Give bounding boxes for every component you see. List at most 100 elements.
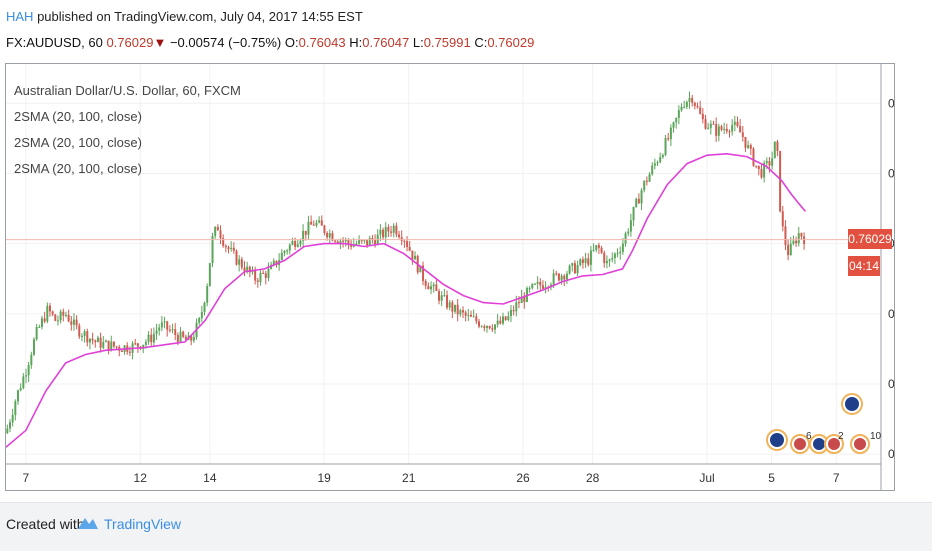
candle-body: [595, 245, 598, 250]
candle-body: [528, 288, 531, 290]
candle-body: [406, 241, 409, 247]
candle-body: [683, 106, 686, 108]
candle-body: [555, 273, 558, 275]
time-tick-label: 7: [833, 471, 840, 485]
candle-body: [603, 252, 606, 264]
candle-body: [347, 239, 350, 244]
tradingview-link[interactable]: TradingView: [104, 516, 182, 532]
candle-body: [779, 150, 782, 212]
candle-body: [240, 259, 243, 268]
candle-body: [517, 302, 520, 304]
australia-flag-icon[interactable]: [809, 434, 829, 454]
candle-body: [717, 126, 720, 136]
candle-body: [395, 225, 398, 235]
candle-body: [584, 258, 587, 264]
legend-indicator[interactable]: 2SMA (20, 100, close): [14, 135, 142, 150]
symbol-info: FX:AUDUSD, 60 0.76029▼ −0.00574 (−0.75%)…: [6, 35, 534, 50]
candle-body: [206, 286, 209, 303]
price-tick-label: 0.77000: [888, 96, 894, 110]
candle-body: [128, 351, 131, 353]
price-axis[interactable]: 0.745000.750000.755000.760000.765000.770…: [888, 96, 894, 461]
candle-body: [291, 241, 294, 245]
last-price-tag-value: 0.76029: [848, 232, 892, 246]
candle-body: [635, 198, 638, 207]
candle-body: [653, 163, 656, 166]
candle-body: [485, 326, 488, 328]
candle-body: [504, 316, 507, 321]
usa-flag-icon[interactable]: [824, 434, 844, 454]
candle-body: [78, 325, 81, 337]
candle-body: [275, 260, 278, 266]
candle-body: [563, 275, 566, 280]
candle-body: [200, 311, 203, 319]
close-value: 0.76029: [487, 35, 535, 50]
candle-body: [235, 250, 238, 265]
candle-body: [243, 267, 246, 272]
candle-body: [304, 230, 307, 235]
candle-body: [144, 341, 147, 345]
candle-body: [176, 335, 179, 342]
tradingview-logo-icon[interactable]: [76, 513, 100, 533]
candle-body: [448, 302, 451, 308]
legend-indicator[interactable]: 2SMA (20, 100, close): [14, 161, 142, 176]
candle-body: [613, 253, 616, 259]
candle-body: [643, 180, 646, 191]
price-change: −0.00574 (−0.75%): [169, 35, 282, 50]
economic-events[interactable]: 6 2 10: [766, 393, 882, 454]
candle-body: [254, 270, 257, 281]
event-count: 6: [806, 431, 812, 442]
candle-body: [72, 319, 75, 325]
open-value: 0.76043: [298, 35, 346, 50]
low-label: L:: [412, 35, 424, 50]
candle-body: [667, 138, 670, 140]
chart-legend: Australian Dollar/U.S. Dollar, 60, FXCM …: [14, 78, 241, 182]
candle-body: [259, 272, 262, 282]
candle-body: [54, 314, 57, 321]
candle-body: [80, 335, 83, 337]
usa-flag-icon[interactable]: [850, 434, 870, 454]
open-label: O:: [284, 35, 299, 50]
price-chart[interactable]: 0.745000.750000.755000.760000.765000.770…: [6, 64, 894, 490]
candle-body: [136, 343, 139, 347]
candle-body: [219, 230, 222, 239]
candle-body: [38, 326, 41, 328]
candle-body: [182, 331, 185, 337]
time-tick-label: 21: [402, 471, 416, 485]
australia-flag-icon[interactable]: [766, 429, 788, 451]
candle-body: [24, 375, 27, 377]
candle-body: [483, 326, 486, 328]
candle-body: [728, 131, 731, 133]
author-link[interactable]: HAH: [6, 9, 34, 24]
candle-body: [363, 240, 366, 242]
candle-body: [198, 318, 201, 323]
candle-body: [648, 174, 651, 182]
candle-body: [339, 240, 342, 244]
time-tick-label: 7: [23, 471, 30, 485]
candle-body: [190, 335, 193, 341]
candle-body: [14, 401, 17, 415]
time-axis[interactable]: 7 12 14 19 21 26 28 Jul 5 7: [23, 471, 840, 485]
candle-body: [709, 123, 712, 128]
chart-header: HAH published on TradingView.com, July 0…: [0, 0, 932, 58]
candle-body: [768, 161, 771, 166]
candle-body: [238, 259, 241, 265]
candle-body: [541, 285, 544, 289]
candle-body: [677, 110, 680, 118]
candle-body: [27, 365, 30, 376]
candle-body: [568, 265, 571, 274]
candle-body: [755, 165, 758, 167]
candle-body: [155, 330, 158, 334]
candle-body: [214, 226, 217, 237]
candle-body: [446, 295, 449, 308]
candle-body: [749, 145, 752, 149]
candle-body: [744, 136, 747, 148]
candle-body: [739, 126, 742, 133]
candle-body: [368, 238, 371, 245]
candle-body: [701, 113, 704, 120]
legend-indicator[interactable]: 2SMA (20, 100, close): [14, 109, 142, 124]
candle-body: [147, 334, 150, 342]
candle-body: [288, 244, 291, 251]
candle-body: [509, 309, 512, 317]
chart-area[interactable]: 0.745000.750000.755000.760000.765000.770…: [5, 63, 895, 491]
australia-flag-icon[interactable]: [841, 393, 863, 415]
